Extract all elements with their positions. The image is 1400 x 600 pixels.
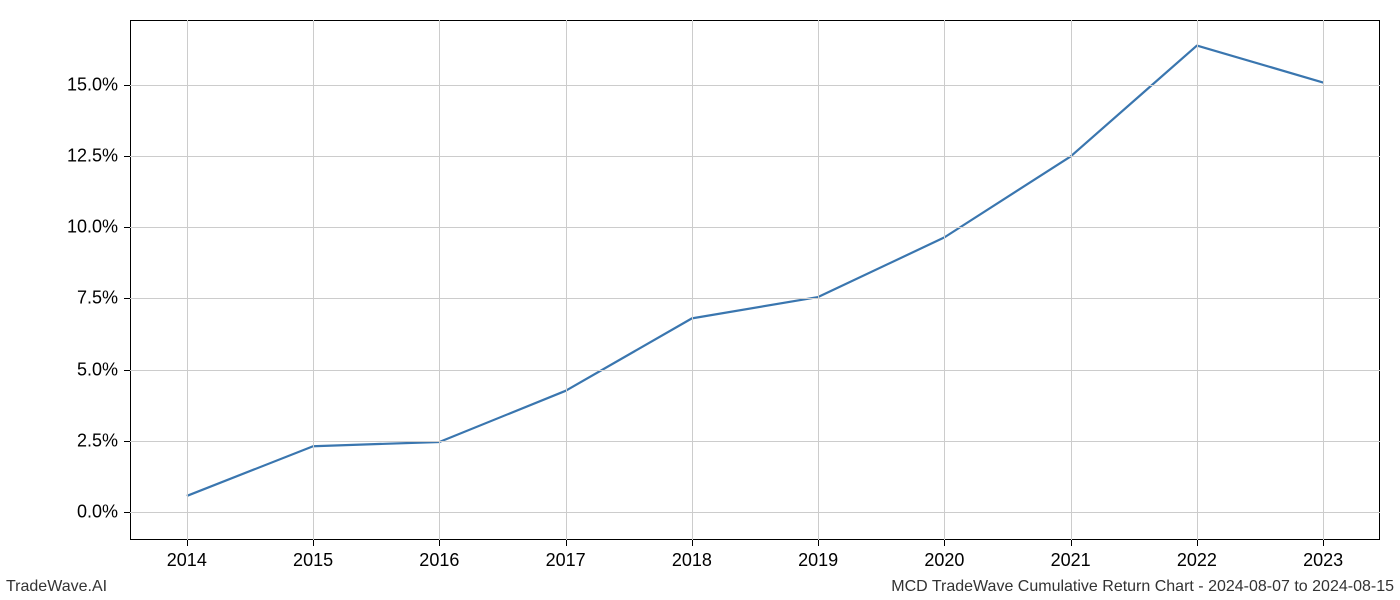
x-tick <box>313 540 314 546</box>
grid-vertical <box>1323 20 1324 540</box>
x-tick <box>187 540 188 546</box>
x-tick <box>439 540 440 546</box>
x-tick <box>944 540 945 546</box>
grid-vertical <box>439 20 440 540</box>
grid-vertical <box>818 20 819 540</box>
y-tick <box>124 512 130 513</box>
x-tick <box>1323 540 1324 546</box>
y-tick <box>124 85 130 86</box>
grid-horizontal <box>130 156 1380 157</box>
y-tick-label: 10.0% <box>60 217 118 238</box>
x-tick-label: 2015 <box>293 550 333 571</box>
grid-horizontal <box>130 298 1380 299</box>
y-tick-label: 7.5% <box>60 288 118 309</box>
y-tick <box>124 227 130 228</box>
grid-horizontal <box>130 441 1380 442</box>
line-series <box>0 0 1400 600</box>
chart-root: { "chart": { "type": "line", "background… <box>0 0 1400 600</box>
y-tick-label: 2.5% <box>60 430 118 451</box>
x-tick-label: 2023 <box>1303 550 1343 571</box>
x-tick-label: 2019 <box>798 550 838 571</box>
x-tick <box>692 540 693 546</box>
footer-right-label: MCD TradeWave Cumulative Return Chart - … <box>891 578 1394 596</box>
y-tick-label: 5.0% <box>60 359 118 380</box>
x-tick-label: 2021 <box>1051 550 1091 571</box>
grid-vertical <box>1071 20 1072 540</box>
x-tick-label: 2018 <box>672 550 712 571</box>
grid-vertical <box>187 20 188 540</box>
x-tick <box>1071 540 1072 546</box>
grid-vertical <box>313 20 314 540</box>
grid-vertical <box>1197 20 1198 540</box>
y-tick <box>124 298 130 299</box>
series-cumulative-return <box>187 46 1323 496</box>
x-tick-label: 2016 <box>419 550 459 571</box>
grid-horizontal <box>130 512 1380 513</box>
grid-horizontal <box>130 370 1380 371</box>
x-tick <box>818 540 819 546</box>
y-tick-label: 12.5% <box>60 146 118 167</box>
grid-vertical <box>944 20 945 540</box>
x-tick-label: 2014 <box>167 550 207 571</box>
grid-horizontal <box>130 227 1380 228</box>
y-tick-label: 0.0% <box>60 501 118 522</box>
x-tick <box>566 540 567 546</box>
y-tick <box>124 156 130 157</box>
y-tick <box>124 370 130 371</box>
y-tick-label: 15.0% <box>60 75 118 96</box>
x-tick-label: 2017 <box>546 550 586 571</box>
grid-vertical <box>566 20 567 540</box>
x-tick-label: 2020 <box>924 550 964 571</box>
x-tick-label: 2022 <box>1177 550 1217 571</box>
grid-vertical <box>692 20 693 540</box>
y-tick <box>124 441 130 442</box>
footer-left-label: TradeWave.AI <box>6 578 107 596</box>
grid-horizontal <box>130 85 1380 86</box>
x-tick <box>1197 540 1198 546</box>
